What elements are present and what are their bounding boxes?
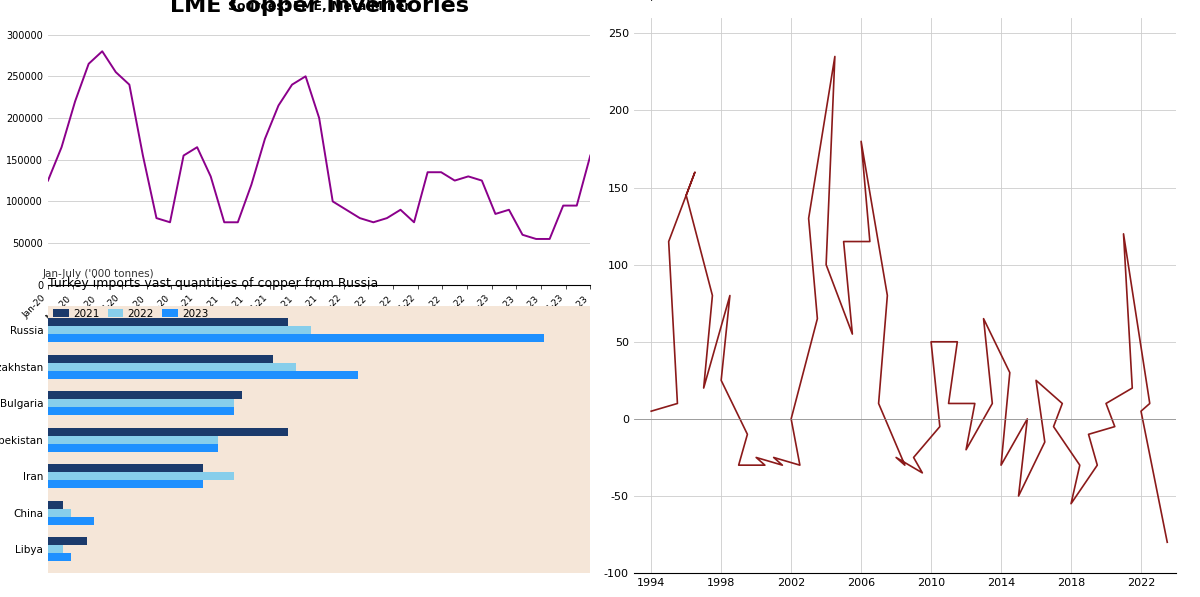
Bar <box>48 391 241 399</box>
Bar <box>48 537 86 545</box>
Bar <box>48 545 64 553</box>
Title: LME Copper Inventories: LME Copper Inventories <box>169 0 469 16</box>
Bar <box>48 516 95 525</box>
Bar <box>48 436 218 444</box>
Bar <box>48 444 218 452</box>
Bar <box>48 509 71 516</box>
Bar <box>48 553 71 561</box>
Text: Jan-July ('000 tonnes): Jan-July ('000 tonnes) <box>42 269 155 279</box>
Bar <box>48 363 296 371</box>
Bar <box>48 334 544 342</box>
Bar <box>48 407 234 416</box>
Bar <box>48 327 312 334</box>
Bar <box>48 464 203 472</box>
Legend: 2021, 2022, 2023: 2021, 2022, 2023 <box>53 309 209 319</box>
Bar <box>48 318 288 327</box>
Bar <box>48 427 288 436</box>
Text: Sources: LME, MetalMiner: Sources: LME, MetalMiner <box>228 0 410 13</box>
Text: Turkey imports vast quantities of copper from Russia: Turkey imports vast quantities of copper… <box>48 277 378 290</box>
Bar <box>48 480 203 488</box>
Bar <box>48 500 64 509</box>
Text: ($ per ton): ($ per ton) <box>634 0 697 1</box>
Bar <box>48 472 234 480</box>
Bar <box>48 371 358 379</box>
Bar <box>48 399 234 407</box>
Bar <box>48 355 272 363</box>
